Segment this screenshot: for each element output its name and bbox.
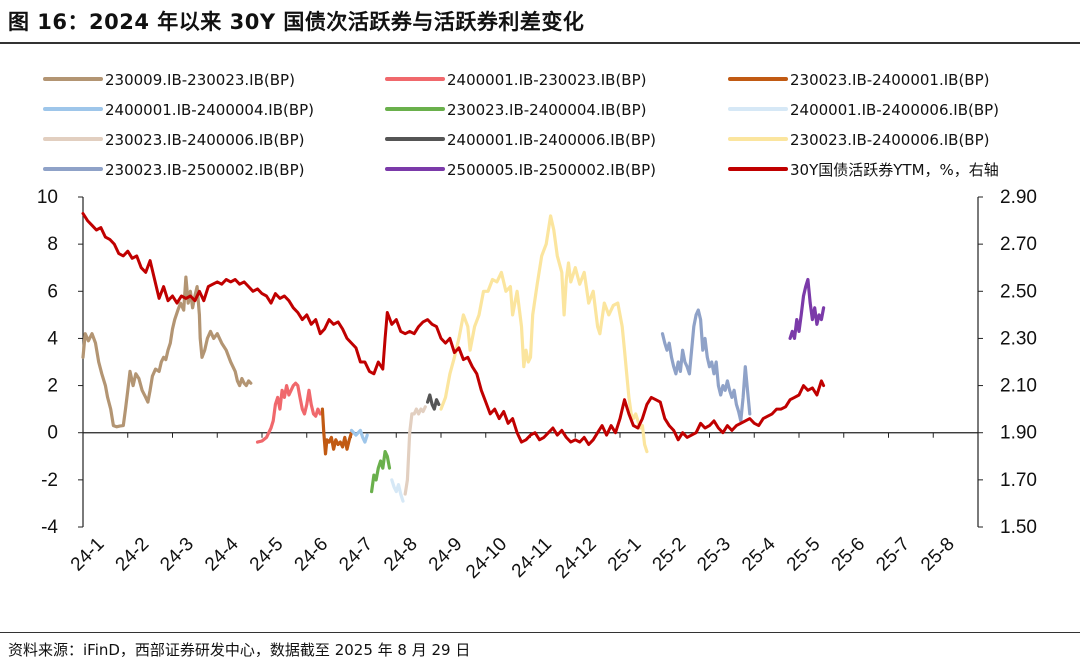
x-tick-label: 24-5 xyxy=(246,534,288,576)
series-line-5 xyxy=(390,478,405,503)
series-line-4 xyxy=(370,450,392,494)
x-tick-label: 24-8 xyxy=(380,534,422,576)
legend-label: 230023.IB-2400006.IB(BP) xyxy=(105,131,304,149)
series-line-6 xyxy=(403,405,427,496)
x-tick-label: 24-2 xyxy=(112,534,154,576)
right-tick-label: 1.70 xyxy=(1000,470,1037,491)
x-tick-label: 24-11 xyxy=(508,534,556,582)
right-tick-label: 1.90 xyxy=(1000,423,1037,444)
right-tick-label: 2.90 xyxy=(1000,187,1037,208)
legend-label: 230023.IB-2400004.IB(BP) xyxy=(447,101,646,119)
series-line-0 xyxy=(81,275,253,429)
left-tick-label: 10 xyxy=(37,187,58,208)
legend-label: 230023.IB-2400006.IB(BP) xyxy=(790,131,989,149)
x-tick-label: 25-2 xyxy=(649,534,691,576)
x-tick-label: 24-4 xyxy=(201,533,243,575)
series-layer xyxy=(81,212,826,503)
series-line-8 xyxy=(439,214,649,454)
legend-label: 230023.IB-2400001.IB(BP) xyxy=(790,71,989,89)
left-tick-label: 8 xyxy=(47,234,58,255)
legend-label: 2400001.IB-2400006.IB(BP) xyxy=(447,131,656,149)
chart-title: 图 16：2024 年以来 30Y 国债次活跃券与活跃券利差变化 xyxy=(8,10,585,34)
x-tick-label: 25-8 xyxy=(917,534,959,576)
legend: 230009.IB-230023.IB(BP) 2400001.IB-230023… xyxy=(43,71,999,179)
left-tick-label: 6 xyxy=(47,281,58,302)
x-tick-label: 24-9 xyxy=(425,534,467,576)
x-tick-label: 25-4 xyxy=(738,533,780,575)
legend-label: 230009.IB-230023.IB(BP) xyxy=(105,71,295,89)
source-note: 资料来源：iFinD，西部证券研发中心，数据截至 2025 年 8 月 29 日 xyxy=(8,641,471,659)
x-tick-label: 25-7 xyxy=(872,534,914,576)
x-tick-label: 24-7 xyxy=(335,534,377,576)
x-tick-label: 25-1 xyxy=(604,534,646,576)
right-tick-label: 2.10 xyxy=(1000,376,1037,397)
series-line-9 xyxy=(660,308,752,423)
x-tick-label: 24-6 xyxy=(291,534,333,576)
right-tick-label: 1.50 xyxy=(1000,517,1037,538)
legend-label: 30Y国债活跃券YTM，%，右轴 xyxy=(790,161,999,179)
right-tick-label: 2.50 xyxy=(1000,281,1037,302)
right-tick-label: 2.30 xyxy=(1000,328,1037,349)
series-line-7 xyxy=(426,393,441,411)
x-tick-label: 24-10 xyxy=(462,534,511,583)
series-line-1 xyxy=(255,381,322,444)
x-tick-label: 24-1 xyxy=(67,534,109,576)
legend-label: 2500005.IB-2500002.IB(BP) xyxy=(447,161,656,179)
source-rule xyxy=(0,632,1080,633)
series-line-11 xyxy=(81,212,826,446)
series-line-10 xyxy=(788,277,826,340)
x-tick-label: 24-12 xyxy=(552,534,601,583)
series-line-3 xyxy=(349,428,369,444)
x-tick-label: 25-6 xyxy=(828,534,870,576)
axes: 10 8 6 4 2 0 -2 -4 2.90 2.70 2.50 2.30 2.10 1.90 1.70 1… xyxy=(37,187,1037,583)
legend-label: 230023.IB-2500002.IB(BP) xyxy=(105,161,304,179)
x-tick-label: 25-5 xyxy=(783,534,825,576)
left-tick-label: 4 xyxy=(47,328,58,349)
legend-label: 2400001.IB-2400004.IB(BP) xyxy=(105,101,314,119)
legend-label: 2400001.IB-230023.IB(BP) xyxy=(447,71,646,89)
left-tick-label: -2 xyxy=(41,470,58,491)
chart: 10 8 6 4 2 0 -2 -4 2.90 2.70 2.50 2.30 2.10 1.90 1.70 1… xyxy=(37,71,1037,583)
left-tick-label: -4 xyxy=(41,517,58,538)
series-line-2 xyxy=(320,407,354,456)
left-tick-label: 2 xyxy=(47,376,58,397)
x-tick-label: 24-3 xyxy=(156,534,198,576)
title-rule xyxy=(0,42,1080,44)
left-tick-label: 0 xyxy=(47,423,58,444)
legend-label: 2400001.IB-2400006.IB(BP) xyxy=(790,101,999,119)
right-tick-label: 2.70 xyxy=(1000,234,1037,255)
x-tick-label: 25-3 xyxy=(693,534,735,576)
